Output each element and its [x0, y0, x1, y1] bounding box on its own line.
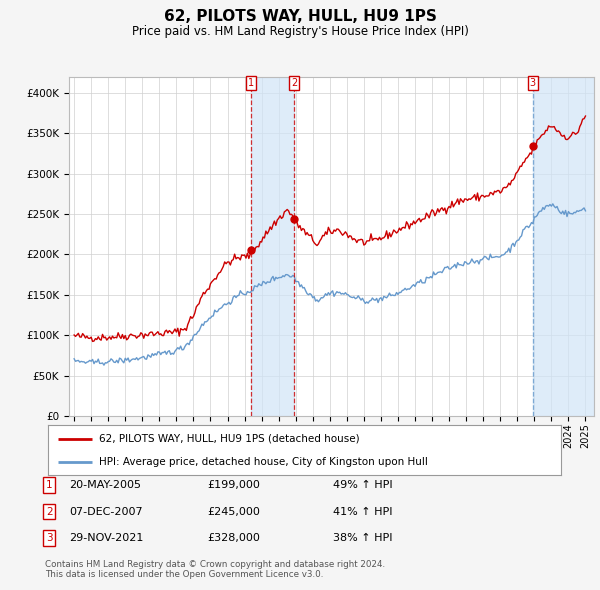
- Text: 41% ↑ HPI: 41% ↑ HPI: [333, 507, 392, 516]
- Text: HPI: Average price, detached house, City of Kingston upon Hull: HPI: Average price, detached house, City…: [100, 457, 428, 467]
- Text: 20-MAY-2005: 20-MAY-2005: [69, 480, 141, 490]
- Text: £328,000: £328,000: [207, 533, 260, 543]
- Bar: [251, 77, 295, 416]
- Text: 07-DEC-2007: 07-DEC-2007: [69, 507, 143, 516]
- Text: 29-NOV-2021: 29-NOV-2021: [69, 533, 143, 543]
- Text: 1: 1: [46, 480, 53, 490]
- Text: 3: 3: [46, 533, 53, 543]
- Bar: [533, 77, 594, 416]
- Text: Contains HM Land Registry data © Crown copyright and database right 2024.: Contains HM Land Registry data © Crown c…: [45, 560, 385, 569]
- Text: 62, PILOTS WAY, HULL, HU9 1PS (detached house): 62, PILOTS WAY, HULL, HU9 1PS (detached …: [100, 434, 360, 444]
- Text: Price paid vs. HM Land Registry's House Price Index (HPI): Price paid vs. HM Land Registry's House …: [131, 25, 469, 38]
- Text: 49% ↑ HPI: 49% ↑ HPI: [333, 480, 392, 490]
- Text: 38% ↑ HPI: 38% ↑ HPI: [333, 533, 392, 543]
- Text: £199,000: £199,000: [207, 480, 260, 490]
- Text: 2: 2: [46, 507, 53, 516]
- Text: 1: 1: [248, 78, 254, 88]
- Text: 3: 3: [530, 78, 536, 88]
- Text: 62, PILOTS WAY, HULL, HU9 1PS: 62, PILOTS WAY, HULL, HU9 1PS: [164, 9, 436, 24]
- Text: This data is licensed under the Open Government Licence v3.0.: This data is licensed under the Open Gov…: [45, 571, 323, 579]
- Text: £245,000: £245,000: [207, 507, 260, 516]
- Text: 2: 2: [291, 78, 298, 88]
